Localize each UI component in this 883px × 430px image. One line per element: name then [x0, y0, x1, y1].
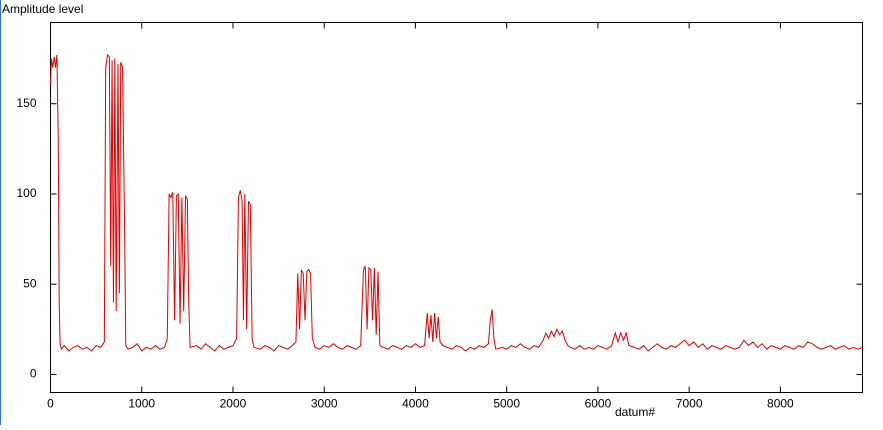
signal-line — [50, 53, 863, 352]
x-tick-label: 7000 — [676, 397, 703, 411]
y-tick-label: 0 — [30, 367, 37, 381]
x-tick-label: 1000 — [128, 397, 155, 411]
x-axis-title: datum# — [615, 405, 655, 419]
x-tick-label: 8000 — [767, 397, 794, 411]
y-axis-title: Amplitude level — [2, 2, 83, 16]
x-tick-label: 6000 — [585, 397, 612, 411]
x-tick-label: 4000 — [402, 397, 429, 411]
y-tick-label: 100 — [16, 186, 36, 200]
plot-frame — [50, 22, 863, 393]
y-tick-label: 50 — [23, 276, 37, 290]
x-tick-label: 5000 — [493, 397, 520, 411]
x-tick-label: 3000 — [311, 397, 338, 411]
x-tick-label: 2000 — [220, 397, 247, 411]
x-tick-label: 0 — [47, 397, 54, 411]
y-tick-label: 150 — [16, 96, 36, 110]
